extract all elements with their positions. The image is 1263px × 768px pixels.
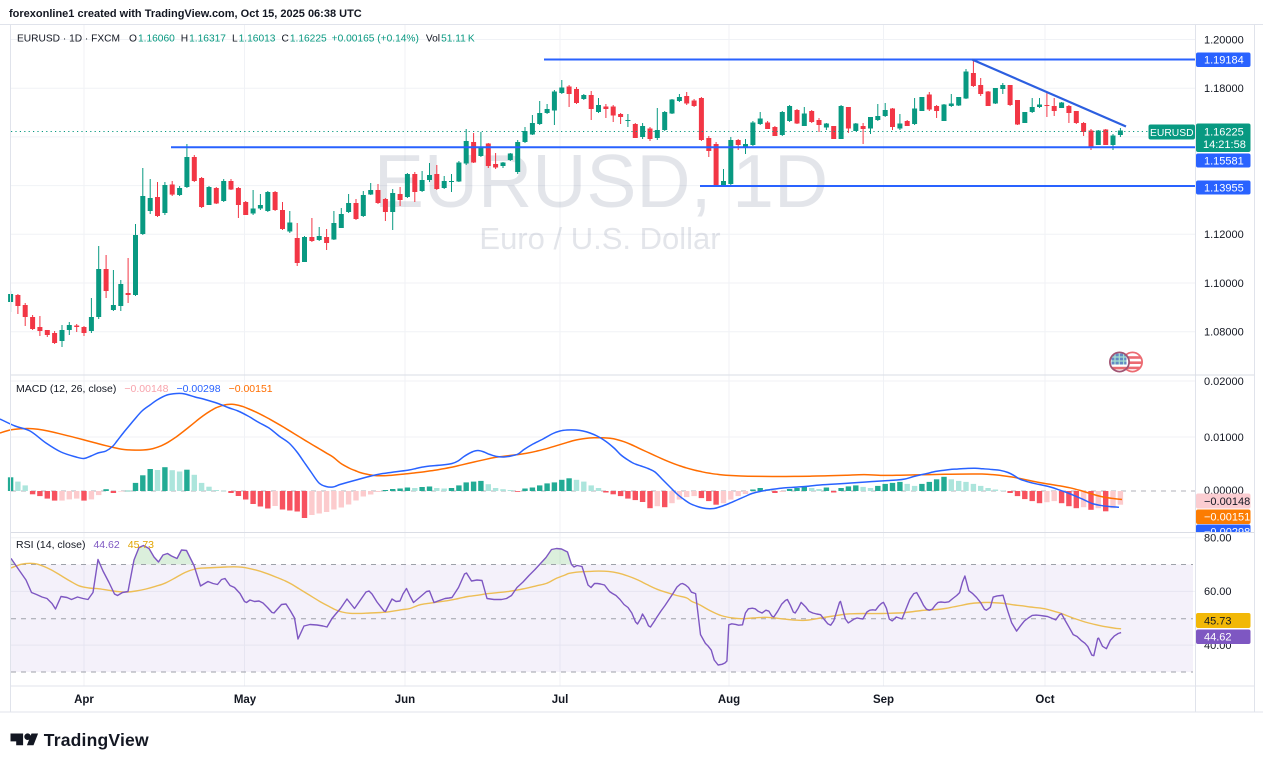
svg-text:1.16225: 1.16225 (1204, 127, 1244, 139)
svg-text:Jul: Jul (552, 694, 569, 706)
svg-text:1.20000: 1.20000 (1204, 34, 1244, 46)
svg-text:0.01000: 0.01000 (1204, 432, 1244, 444)
svg-text:Oct: Oct (1035, 694, 1054, 706)
svg-text:May: May (234, 694, 257, 706)
svg-text:1.10000: 1.10000 (1204, 278, 1244, 290)
svg-text:1.13955: 1.13955 (1204, 182, 1244, 194)
svg-text:Euro / U.S. Dollar: Euro / U.S. Dollar (479, 221, 720, 256)
svg-text:MACD (12, 26, close)−0.00148−0: MACD (12, 26, close) −0.00148 −0.00298 −0.0… (16, 383, 273, 395)
svg-text:60.00: 60.00 (1204, 586, 1232, 598)
svg-text:−0.00298: −0.00298 (1204, 527, 1250, 539)
svg-text:−0.00148: −0.00148 (1204, 496, 1250, 508)
svg-text:Apr: Apr (74, 694, 94, 706)
svg-text:1.15581: 1.15581 (1204, 155, 1244, 167)
svg-text:EURUSD: EURUSD (1150, 128, 1193, 139)
svg-text:1.12000: 1.12000 (1204, 229, 1244, 241)
svg-text:Jun: Jun (395, 694, 415, 706)
svg-text:80.00: 80.00 (1204, 533, 1232, 545)
svg-text:TradingView: TradingView (44, 730, 149, 750)
svg-text:14:21:58: 14:21:58 (1203, 139, 1246, 151)
svg-text:44.62: 44.62 (1204, 632, 1232, 644)
svg-text:forexonline1 created with Trad: forexonline1 created with TradingView.co… (9, 8, 362, 20)
svg-text:1.08000: 1.08000 (1204, 327, 1244, 339)
svg-text:1.18000: 1.18000 (1204, 83, 1244, 95)
svg-text:Aug: Aug (718, 694, 740, 706)
svg-text:0.02000: 0.02000 (1204, 376, 1244, 388)
svg-text:45.73: 45.73 (1204, 615, 1232, 627)
svg-text:−0.00151: −0.00151 (1204, 512, 1250, 524)
svg-text:1.19184: 1.19184 (1204, 55, 1244, 67)
svg-text:Sep: Sep (873, 694, 894, 706)
